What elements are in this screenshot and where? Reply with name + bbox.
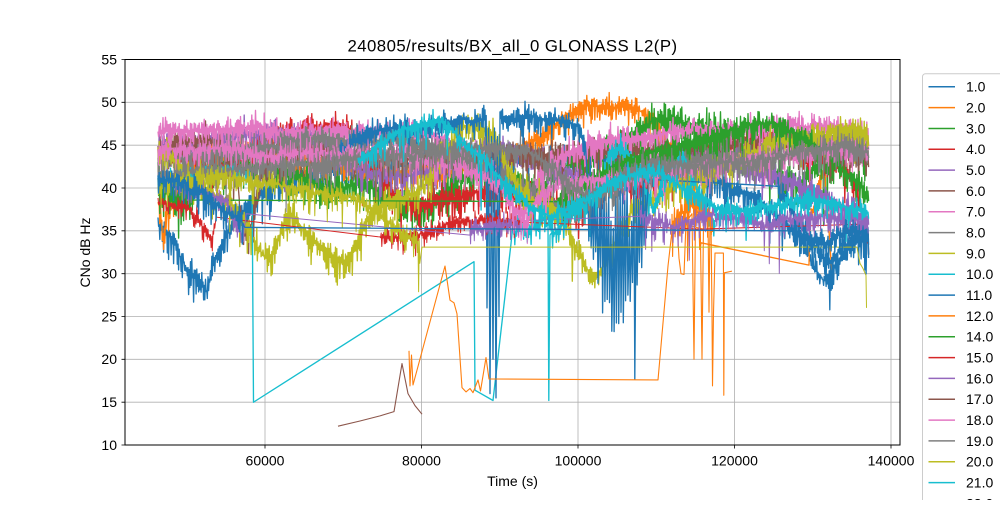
svg-text:20.0: 20.0 (966, 454, 993, 470)
svg-text:10.0: 10.0 (966, 266, 993, 282)
svg-text:25: 25 (101, 308, 117, 324)
svg-text:20: 20 (101, 351, 117, 367)
svg-text:21.0: 21.0 (966, 475, 993, 491)
svg-text:80000: 80000 (402, 453, 441, 469)
svg-text:16.0: 16.0 (966, 370, 993, 386)
svg-text:2.0: 2.0 (966, 100, 986, 116)
svg-text:5.0: 5.0 (966, 162, 986, 178)
svg-text:11.0: 11.0 (966, 287, 992, 303)
svg-text:40: 40 (101, 180, 117, 196)
svg-text:240805/results/BX_all_0 GLONAS: 240805/results/BX_all_0 GLONASS L2(P) (347, 37, 677, 56)
svg-text:15.0: 15.0 (966, 350, 993, 366)
svg-text:50: 50 (101, 94, 117, 110)
svg-text:30: 30 (101, 266, 117, 282)
svg-text:140000: 140000 (868, 453, 915, 469)
svg-text:8.0: 8.0 (966, 225, 986, 241)
svg-text:55: 55 (101, 51, 117, 67)
svg-text:22.0: 22.0 (966, 495, 993, 500)
svg-text:45: 45 (101, 137, 117, 153)
svg-text:120000: 120000 (711, 453, 758, 469)
svg-text:12.0: 12.0 (966, 308, 993, 324)
svg-text:18.0: 18.0 (966, 412, 993, 428)
svg-text:10: 10 (101, 437, 117, 453)
svg-text:15: 15 (101, 394, 117, 410)
svg-text:35: 35 (101, 223, 117, 239)
svg-text:3.0: 3.0 (966, 120, 986, 136)
svg-text:Time (s): Time (s) (487, 473, 538, 489)
svg-text:9.0: 9.0 (966, 245, 986, 261)
svg-text:100000: 100000 (555, 453, 602, 469)
svg-text:19.0: 19.0 (966, 433, 993, 449)
svg-text:6.0: 6.0 (966, 183, 986, 199)
svg-text:1.0: 1.0 (966, 79, 986, 95)
svg-text:7.0: 7.0 (966, 204, 986, 220)
svg-text:4.0: 4.0 (966, 141, 986, 157)
svg-text:60000: 60000 (246, 453, 285, 469)
svg-text:17.0: 17.0 (966, 391, 993, 407)
svg-text:14.0: 14.0 (966, 329, 993, 345)
svg-text:CNo dB Hz: CNo dB Hz (77, 217, 93, 287)
